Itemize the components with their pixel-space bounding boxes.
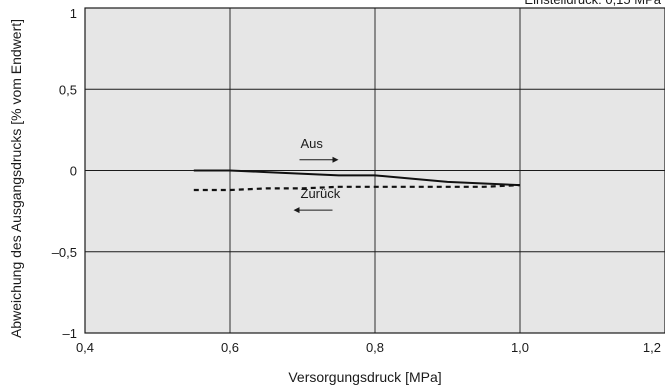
arrow-head-left-icon <box>293 207 300 214</box>
grid <box>85 8 665 333</box>
series-line-solid <box>193 169 521 187</box>
annotation-aus: Aus <box>301 136 324 151</box>
arrow-head-right-icon <box>332 156 339 163</box>
y-tick-label: 0 <box>70 164 77 179</box>
annotation-zurueck: Zurück <box>301 186 341 201</box>
x-tick-label: 0,6 <box>221 340 239 355</box>
series-layer <box>193 169 521 192</box>
x-axis-title: Versorgungsdruck [MPa] <box>288 369 441 385</box>
series-line-dashed <box>193 184 521 192</box>
y-tick-label: 0,5 <box>59 82 77 97</box>
y-tick-labels: 1 0,5 0 –0,5 –1 <box>52 6 77 341</box>
x-tick-label: 1,0 <box>511 340 529 355</box>
y-tick-label: 1 <box>70 6 77 21</box>
annotations: Aus Zurück <box>293 136 341 214</box>
x-tick-label: 0,8 <box>366 340 384 355</box>
x-tick-label: 0,4 <box>76 340 94 355</box>
x-tick-labels: 0,4 0,6 0,8 1,0 1,2 <box>76 340 661 355</box>
x-tick-label: 1,2 <box>643 340 661 355</box>
plot-frame <box>84 7 665 334</box>
y-tick-label: –1 <box>63 326 77 341</box>
y-tick-label: –0,5 <box>52 245 77 260</box>
y-axis-title: Abweichung des Ausgangsdrucks [% vom End… <box>8 19 24 338</box>
header-right-text: Einstelldruck: 0,15 MPa <box>524 0 661 8</box>
